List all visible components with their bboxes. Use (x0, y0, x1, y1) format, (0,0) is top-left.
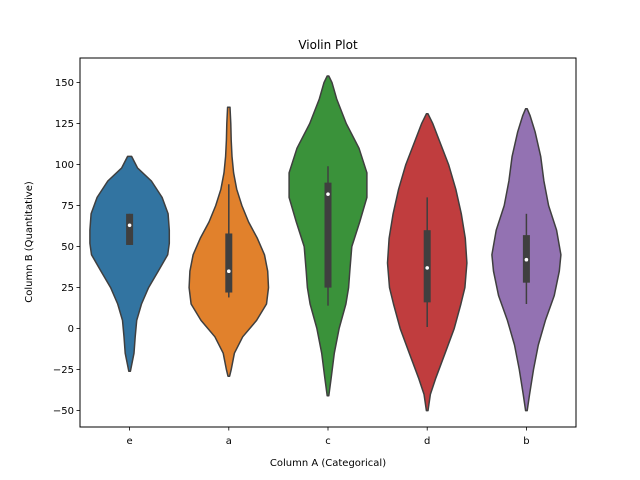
violin-e (89, 155, 171, 372)
y-axis-label: Column B (Quantitative) (24, 181, 35, 303)
median-d (425, 266, 430, 270)
y-tick-label: −50 (53, 406, 74, 417)
median-a (227, 269, 231, 274)
violins-group (89, 75, 562, 412)
y-tick-label: 50 (61, 242, 74, 253)
x-axis-label: Column A (Categorical) (270, 458, 386, 469)
y-tick-label: 75 (61, 201, 74, 212)
y-tick-label: 0 (68, 324, 74, 335)
y-tick-label: 125 (55, 119, 74, 130)
y-axis: −50 −25 0 25 50 75 100 125 150 (53, 78, 80, 417)
median-b (524, 257, 529, 262)
y-tick-label: 150 (55, 78, 74, 89)
y-tick-label: −25 (53, 365, 74, 376)
x-tick-label: c (325, 436, 331, 447)
y-tick-label: 25 (61, 283, 74, 294)
median-e (127, 223, 132, 228)
y-tick-label: 100 (55, 160, 74, 171)
x-tick-label: a (226, 436, 232, 447)
x-tick-label: e (127, 436, 133, 447)
box-a (225, 233, 233, 293)
x-tick-label: b (523, 436, 529, 447)
x-tick-label: d (424, 436, 430, 447)
median-c (326, 192, 330, 196)
box-c (324, 182, 332, 288)
chart-title: Violin Plot (298, 38, 358, 52)
box-e (126, 213, 134, 245)
